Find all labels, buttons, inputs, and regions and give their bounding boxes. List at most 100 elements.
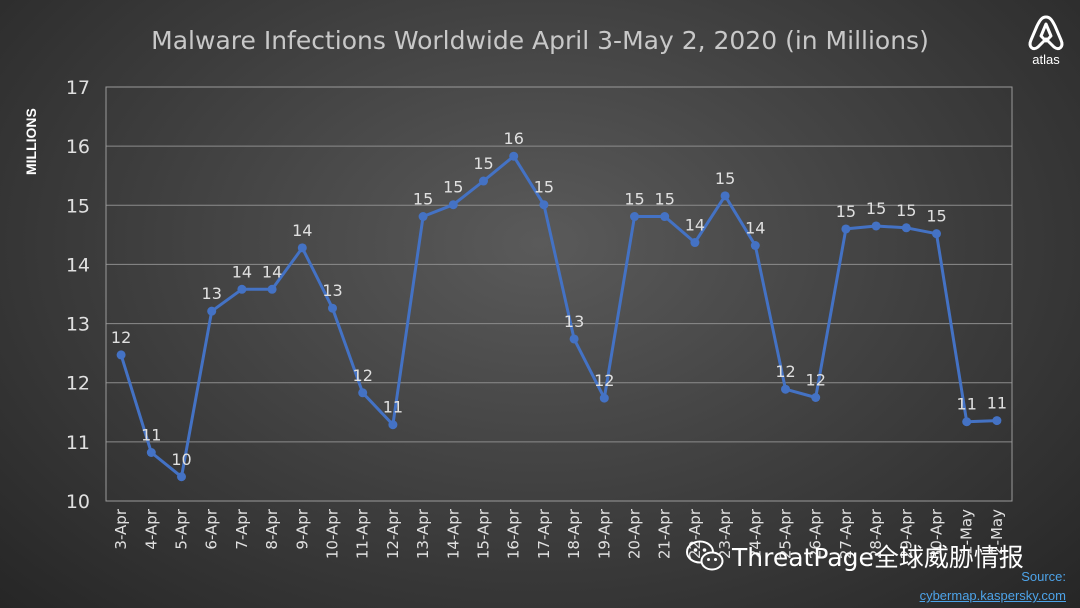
x-tick-label: 11-Apr <box>354 508 372 559</box>
data-point <box>448 200 458 210</box>
data-label: 14 <box>745 219 765 238</box>
data-label: 15 <box>534 178 554 197</box>
x-tick-label: 2-May <box>988 509 1006 555</box>
data-label: 14 <box>232 262 252 281</box>
atlas-logo-icon <box>1028 15 1064 51</box>
data-point <box>479 176 488 186</box>
x-tick-label: 13-Apr <box>414 508 432 559</box>
y-tick-label: 16 <box>66 136 90 158</box>
data-label: 11 <box>383 398 403 417</box>
grid-lines <box>105 86 1013 502</box>
x-tick-label: 3-Apr <box>112 508 130 549</box>
x-tick-label: 4-Apr <box>142 508 160 549</box>
data-point <box>207 306 217 316</box>
x-tick-label: 27-Apr <box>837 508 855 559</box>
data-labels: 12 11 10 13 14 14 14 13 12 11 15 15 15 16 15 13 12 15 15 14… <box>111 129 1007 469</box>
x-tick-label: 16-Apr <box>505 508 523 559</box>
y-tick-label: 12 <box>66 373 90 395</box>
x-tick-labels: 3-Apr 4-Apr 5-Apr 6-Apr 7-Apr 8-Apr 9-Apr 10-Ap… <box>112 508 1006 559</box>
y-tick-label: 17 <box>66 77 90 99</box>
x-tick-label: 6-Apr <box>203 508 221 549</box>
data-label: 16 <box>504 129 524 148</box>
y-tick-label: 11 <box>66 432 90 454</box>
data-label: 15 <box>655 190 675 209</box>
data-point <box>509 151 519 161</box>
data-label: 12 <box>775 362 795 381</box>
x-tick-label: 23-Apr <box>716 508 734 559</box>
data-point <box>237 284 247 294</box>
data-label: 12 <box>353 366 373 385</box>
x-tick-label: 14-Apr <box>444 508 462 559</box>
x-tick-label: 9-Apr <box>293 508 311 549</box>
data-label: 13 <box>202 284 222 303</box>
data-point <box>841 224 851 234</box>
series-line <box>119 154 997 479</box>
x-tick-label: 25-Apr <box>777 508 795 559</box>
x-tick-label: 20-Apr <box>626 508 644 559</box>
data-point <box>599 393 609 403</box>
x-tick-label: 29-Apr <box>897 508 915 559</box>
data-label: 11 <box>987 394 1007 413</box>
x-tick-label: 7-Apr <box>233 508 251 549</box>
data-label: 13 <box>564 312 584 331</box>
data-point <box>630 212 639 222</box>
data-label: 15 <box>624 190 644 209</box>
series-line-group <box>119 154 997 479</box>
data-point <box>750 241 760 251</box>
x-tick-label: 22-Apr <box>686 508 704 559</box>
data-label: 12 <box>594 371 614 390</box>
x-tick-label: 10-Apr <box>324 508 342 559</box>
data-points <box>116 151 1002 482</box>
y-tick-label: 13 <box>66 314 90 336</box>
data-label: 11 <box>957 395 977 414</box>
y-tick-label: 10 <box>66 491 90 513</box>
plot-area-border <box>105 86 1013 502</box>
chart-title: Malware Infections Worldwide April 3-May… <box>151 26 929 55</box>
data-label: 14 <box>292 221 312 240</box>
data-label: 15 <box>715 169 735 188</box>
data-label: 15 <box>473 154 493 173</box>
data-point <box>116 350 126 360</box>
x-tick-label: 19-Apr <box>595 508 613 559</box>
data-point <box>569 334 579 344</box>
x-tick-label: 21-Apr <box>656 508 674 559</box>
x-tick-label: 30-Apr <box>928 508 946 559</box>
data-label: 10 <box>171 450 191 469</box>
data-point <box>388 420 398 430</box>
data-label: 12 <box>111 328 131 347</box>
data-point <box>811 393 821 402</box>
atlas-logo: atlas <box>1022 14 1070 70</box>
source-link[interactable]: cybermap.kaspersky.com <box>919 588 1066 603</box>
wechat-icon <box>686 540 724 571</box>
source-label: Source: <box>1021 569 1066 584</box>
y-tick-label: 14 <box>66 254 90 276</box>
x-tick-label: 8-Apr <box>263 508 281 549</box>
data-point <box>962 417 972 427</box>
data-label: 15 <box>443 178 463 197</box>
data-label: 15 <box>926 207 946 226</box>
data-point <box>539 200 549 210</box>
data-point <box>418 212 428 222</box>
watermark-text: ThreatPage全球威胁情报 <box>732 543 1024 572</box>
data-point <box>177 472 186 482</box>
x-tick-label: 1-May <box>958 509 976 555</box>
data-label: 15 <box>896 201 916 220</box>
data-point <box>660 212 670 222</box>
data-point <box>781 384 790 394</box>
data-label: 11 <box>141 426 161 445</box>
x-tick-label: 15-Apr <box>475 508 493 559</box>
x-tick-label: 17-Apr <box>535 508 553 559</box>
data-point <box>297 243 307 253</box>
data-point <box>328 303 337 313</box>
x-tick-label: 28-Apr <box>867 508 885 559</box>
data-label: 13 <box>322 281 342 300</box>
data-point <box>901 223 911 233</box>
data-point <box>932 229 941 239</box>
data-point <box>358 388 368 398</box>
y-tick-label: 15 <box>66 195 90 217</box>
data-point <box>720 191 730 201</box>
data-point <box>146 448 156 458</box>
data-label: 12 <box>806 371 826 390</box>
data-point <box>871 221 881 231</box>
